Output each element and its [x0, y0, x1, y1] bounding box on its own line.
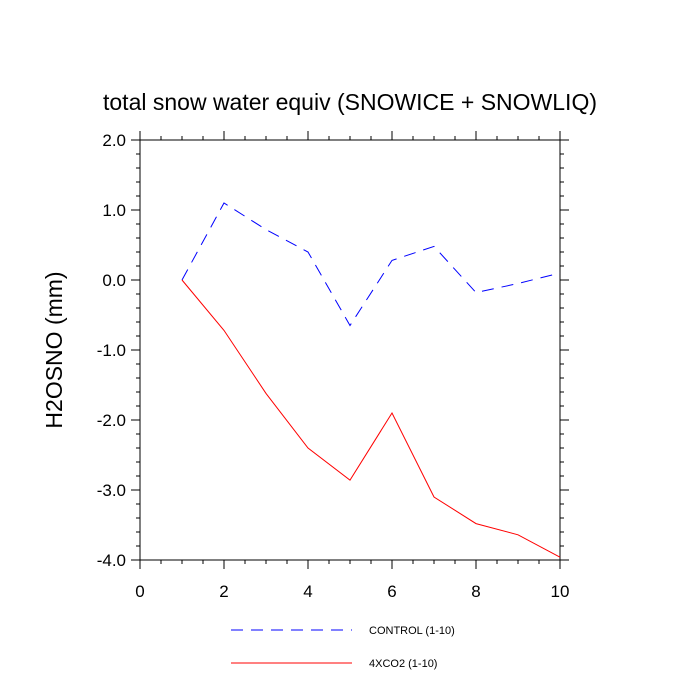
y-tick-label: -4.0 — [97, 551, 126, 570]
plot-area: 2.0 1.0 0.0 -1.0 -2.0 -3.0 -4.0 0 2 4 6 8 10 — [97, 131, 570, 601]
x-tick-label: 0 — [135, 582, 144, 601]
y-tick-label: 2.0 — [102, 131, 126, 150]
legend-label-2: 4XCO2 (1-10) — [369, 658, 437, 670]
chart-title: total snow water equiv (SNOWICE + SNOWLI… — [103, 89, 597, 115]
y-tick-label: 1.0 — [102, 201, 126, 220]
y-tick-label: 0.0 — [102, 271, 126, 290]
legend-label-1: CONTROL (1-10) — [369, 625, 455, 637]
y-tick-label: -3.0 — [97, 481, 126, 500]
x-tick-label: 4 — [303, 582, 312, 601]
x-tick-label: 6 — [387, 582, 396, 601]
series-line-2 — [181, 279, 561, 558]
y-tick-label: -1.0 — [97, 341, 126, 360]
series-line-1 — [181, 202, 561, 327]
y-tick-label: -2.0 — [97, 411, 126, 430]
plot-frame — [139, 139, 561, 561]
legend: CONTROL (1-10) 4XCO2 (1-10) — [231, 625, 455, 670]
x-tick-label: 8 — [471, 582, 480, 601]
x-tick-label: 10 — [551, 582, 570, 601]
y-axis-label: H2OSNO (mm) — [41, 271, 67, 428]
x-tick-label: 2 — [219, 582, 228, 601]
